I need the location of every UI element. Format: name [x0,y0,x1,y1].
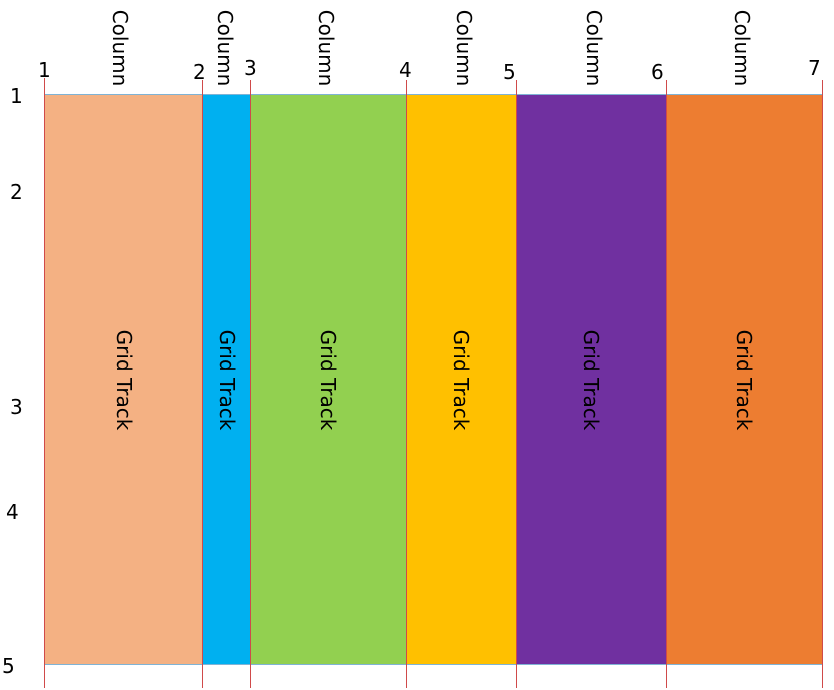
grid-column-line [250,80,251,688]
column-header-label: Column [108,9,132,87]
grid-row-line-bottom [45,664,822,665]
grid-track: Grid Track [203,95,250,664]
column-header: Column [730,8,754,88]
row-line-number: 1 [10,84,23,108]
column-header: Column [314,8,338,88]
column-line-number: 6 [651,60,664,84]
grid-column-line [406,80,407,688]
row-line-number: 5 [2,654,15,678]
column-header: Column [452,8,476,88]
grid-column-line [516,80,517,688]
column-line-number: 7 [808,56,821,80]
column-line-number: 3 [244,56,257,80]
row-line-number: 4 [6,500,19,524]
column-header-label: Column [582,9,606,87]
column-line-number: 5 [503,60,516,84]
column-line-number: 1 [38,58,51,82]
grid-column-line [822,80,823,688]
column-header: Column [582,8,606,88]
grid-column-line [666,80,667,688]
grid-track-label: Grid Track [112,329,136,430]
grid-track-label: Grid Track [316,329,340,430]
grid-track-label: Grid Track [732,329,756,430]
column-header-label: Column [213,9,237,87]
column-header: Column [213,8,237,88]
grid-track-label: Grid Track [214,329,239,430]
row-line-number: 2 [10,180,23,204]
grid-track: Grid Track [250,95,406,664]
grid-row-line-top [45,94,822,95]
grid-track-label: Grid Track [449,329,473,430]
grid-track-label: Grid Track [579,329,603,430]
column-header: Column [108,8,132,88]
column-header-label: Column [314,9,338,87]
row-line-number: 3 [10,395,23,419]
column-header-label: Column [452,9,476,87]
grid-track: Grid Track [666,95,822,664]
grid-track: Grid Track [516,95,666,664]
grid-track: Grid Track [406,95,516,664]
grid-column-line [202,80,203,688]
grid-track: Grid Track [45,95,203,664]
column-line-number: 2 [193,60,206,84]
column-line-number: 4 [399,58,412,82]
grid-column-line [44,78,45,688]
column-header-label: Column [730,9,754,87]
